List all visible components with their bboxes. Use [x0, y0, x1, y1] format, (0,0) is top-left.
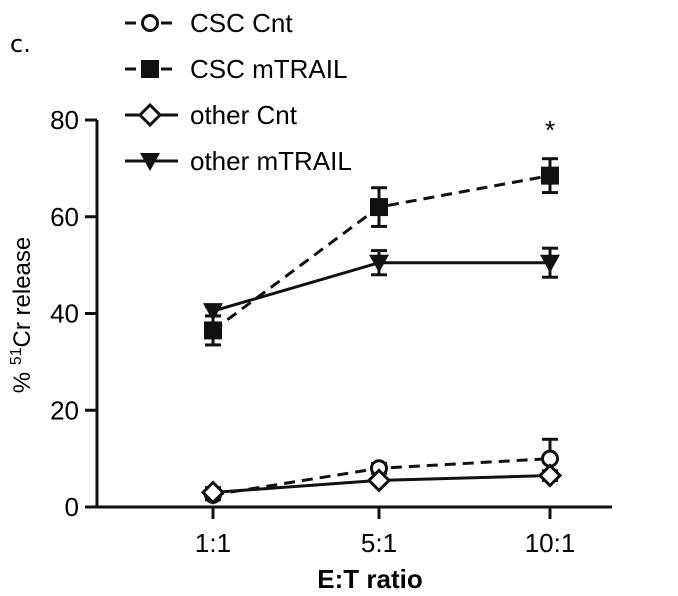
- legend-marker-1: [141, 60, 159, 78]
- x-tick-label-0: 1:1: [195, 528, 231, 558]
- data-point-3-0: [203, 303, 223, 322]
- data-point-1-0: [204, 321, 222, 340]
- data-point-3-1: [369, 254, 389, 273]
- series-2: [200, 463, 563, 505]
- data-point-2-0: [200, 480, 226, 505]
- data-point-1-2: [541, 166, 559, 185]
- x-tick-label-2: 10:1: [525, 528, 576, 558]
- legend-marker-2: [137, 102, 163, 128]
- panel-label: c.: [10, 30, 31, 58]
- series-1: [204, 157, 559, 347]
- legend: CSC Cnt CSC mTRAIL other Cnt other mTRAIL: [125, 8, 352, 176]
- y-axis-title: % 51Cr release: [8, 237, 36, 394]
- x-axis-title: E:T ratio: [317, 564, 422, 594]
- legend-marker-0: [141, 14, 159, 32]
- y-tick-label-80: 80: [50, 105, 79, 135]
- legend-label-2: other Cnt: [190, 100, 298, 130]
- y-tick-label-20: 20: [50, 395, 79, 425]
- data-point-2-2: [537, 463, 563, 488]
- plot-area: *: [200, 115, 563, 505]
- y-tick-label-60: 60: [50, 202, 79, 232]
- y-ticks: 0 20 40 60 80: [50, 105, 97, 522]
- data-point-2-1: [366, 468, 392, 493]
- legend-label-1: CSC mTRAIL: [190, 54, 347, 84]
- data-point-3-2: [540, 254, 560, 273]
- x-ticks: 1:1 5:1 10:1: [195, 507, 575, 558]
- y-tick-label-0: 0: [65, 492, 79, 522]
- data-point-1-1: [370, 198, 388, 217]
- y-tick-label-40: 40: [50, 299, 79, 329]
- significance-annotation-0: *: [545, 115, 555, 145]
- legend-item-1: CSC mTRAIL: [125, 54, 347, 84]
- legend-marker-3: [140, 153, 160, 171]
- x-tick-label-1: 5:1: [361, 528, 397, 558]
- legend-label-3: other mTRAIL: [190, 146, 352, 176]
- series-line-3: [212, 261, 550, 313]
- legend-item-0: CSC Cnt: [125, 8, 293, 38]
- series-3: [203, 246, 560, 322]
- legend-item-2: other Cnt: [125, 100, 298, 130]
- legend-item-3: other mTRAIL: [125, 146, 352, 176]
- legend-label-0: CSC Cnt: [190, 8, 293, 38]
